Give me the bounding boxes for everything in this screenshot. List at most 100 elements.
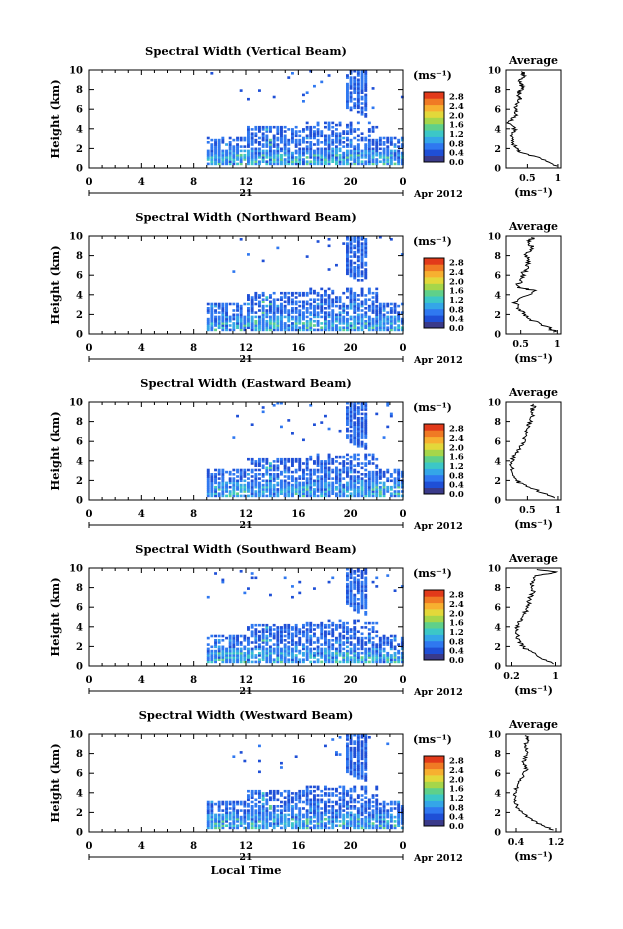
average-profile-line — [510, 237, 557, 333]
heatmap-cell — [360, 570, 364, 573]
heatmap-cell — [324, 492, 327, 495]
heatmap-cell — [239, 817, 243, 821]
heatmap-cell — [298, 490, 302, 493]
heatmap-cell — [210, 324, 214, 327]
heatmap-cell — [364, 746, 368, 750]
heatmap-cell — [367, 641, 371, 644]
heatmap-cell — [371, 328, 375, 332]
heatmap-cell — [386, 468, 390, 472]
heatmap-cell — [389, 319, 393, 323]
heatmap-cell — [265, 138, 269, 142]
heatmap-cell — [324, 289, 327, 293]
heatmap-cell — [367, 289, 371, 293]
colorbar-tick-label: 1.6 — [449, 287, 464, 297]
y-tick-label: 10 — [69, 66, 83, 77]
y-tick-label: 6 — [76, 437, 83, 448]
heatmap-cell — [269, 824, 272, 827]
heatmap-cells — [206, 401, 404, 498]
heatmap-cell — [258, 658, 261, 661]
heatmap-cell — [338, 311, 342, 314]
heatmap-cell — [356, 604, 360, 608]
colorbar-tick-label: 1.2 — [449, 628, 464, 638]
heatmap-cell — [364, 250, 368, 254]
heatmap-cell — [217, 826, 221, 830]
heatmap-cell — [338, 158, 342, 161]
heatmap-cell — [364, 300, 368, 304]
heatmap-cell — [356, 242, 360, 245]
heatmap-cell — [349, 242, 353, 245]
heatmap-cell — [210, 473, 214, 476]
heatmap-cell — [335, 815, 338, 819]
heatmap-cell — [247, 313, 250, 317]
x-axis-label: Local Time — [211, 863, 282, 877]
heatmap-cell — [364, 401, 368, 405]
heatmap-cell — [324, 826, 327, 830]
heatmap-cell — [302, 623, 305, 627]
heatmap-cell — [397, 800, 401, 804]
heatmap-cell — [298, 462, 302, 465]
heatmap-cell — [342, 455, 346, 459]
heatmap-cell — [335, 313, 338, 317]
heatmap-cell — [287, 813, 291, 817]
heatmap-cell — [309, 153, 313, 157]
heatmap-cell — [302, 322, 305, 325]
heatmap-cell — [324, 656, 327, 659]
x-tick-label: 16 — [291, 509, 305, 520]
heatmap-cell — [243, 654, 247, 657]
heatmap-cell — [272, 317, 276, 321]
heatmap-cell — [400, 475, 404, 478]
heatmap-cell — [280, 626, 283, 629]
heatmap-cell — [378, 645, 382, 649]
heatmap-cell — [313, 156, 316, 159]
heatmap-cell — [313, 798, 316, 802]
heatmap-cell — [400, 639, 404, 642]
heatmap-cell — [269, 626, 272, 629]
heatmap-cell — [400, 253, 404, 256]
heatmap-cell — [302, 307, 305, 310]
heatmap-cell — [232, 826, 236, 830]
heatmap-cell — [320, 800, 324, 804]
heatmap-cell — [346, 84, 349, 88]
heatmap-cell — [272, 628, 276, 631]
heatmap-cell — [206, 141, 210, 144]
day-label: 21 — [239, 852, 252, 863]
heatmap-cell — [269, 304, 272, 308]
heatmap-cell — [327, 296, 331, 299]
heatmap-cell — [335, 326, 338, 329]
heatmap-cell — [338, 315, 342, 319]
heatmap-cell — [239, 149, 243, 153]
heatmap-cell — [236, 826, 239, 830]
heatmap-cell — [324, 153, 327, 157]
heatmap-cell — [269, 479, 272, 483]
heatmap-cell — [353, 488, 357, 491]
heatmap-cell — [294, 479, 298, 483]
colorbar-tick-label: 0.4 — [449, 149, 464, 159]
heatmap-cell — [302, 807, 305, 810]
heatmap-cell — [294, 319, 298, 323]
heatmap-cell — [356, 759, 360, 763]
heatmap-cell — [265, 481, 269, 485]
heatmap-cell — [287, 485, 291, 489]
heatmap-cell — [243, 322, 247, 325]
heatmap-cell — [364, 751, 368, 754]
heatmap-cell — [316, 802, 320, 806]
heatmap-cell — [342, 805, 346, 808]
heatmap-cell — [342, 628, 346, 631]
heatmap-cell — [247, 658, 250, 661]
heatmap-cell — [342, 145, 346, 148]
heatmap-cell — [269, 630, 272, 633]
heatmap-cell — [371, 488, 375, 491]
heatmap-cell — [353, 319, 357, 323]
heatmap-cell — [261, 406, 265, 409]
heatmap-cell — [389, 162, 393, 166]
heatmap-cell — [389, 800, 393, 804]
heatmap-cell — [349, 824, 353, 827]
avg-y-tick-label: 0 — [494, 330, 501, 341]
heatmap-cell — [331, 311, 335, 314]
heatmap-cell — [305, 322, 309, 325]
heatmap-cell — [378, 141, 382, 144]
heatmap-cell — [375, 309, 379, 312]
heatmap-cell — [382, 324, 386, 327]
heatmap-cell — [360, 259, 364, 263]
colorbar-swatch — [424, 443, 444, 450]
